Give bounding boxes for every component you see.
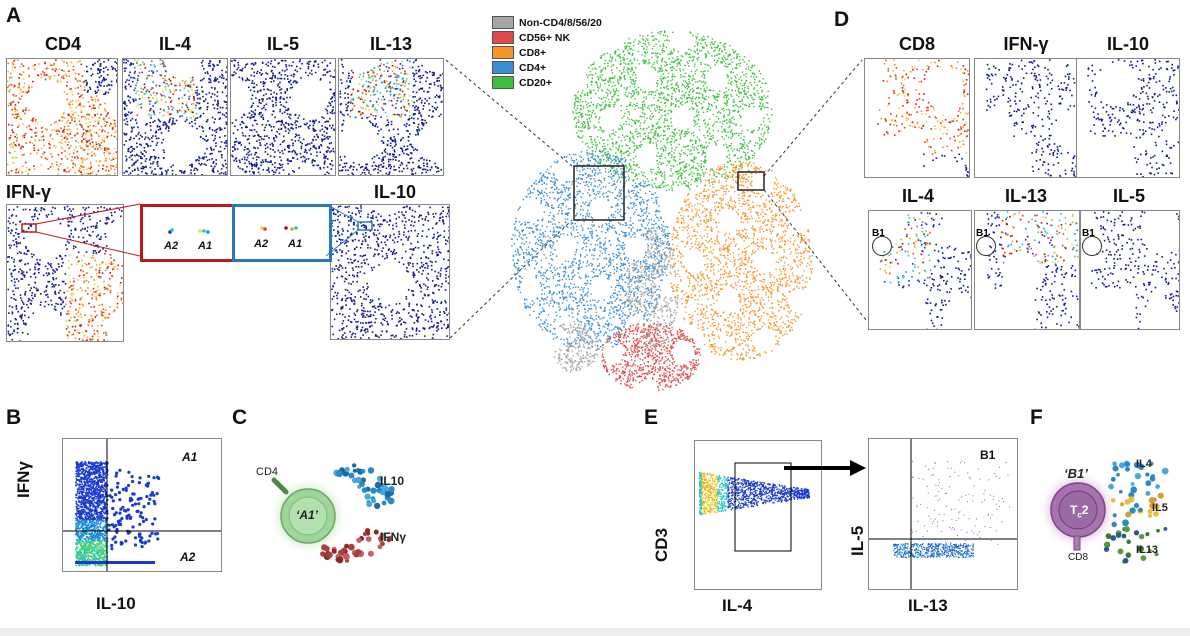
panel-e-right-y-label: IL-5 <box>848 525 867 556</box>
legend-label: Non-CD4/8/56/20 <box>519 16 602 29</box>
gate-b1-label-il4: B1 <box>872 228 885 239</box>
panel-c-cd4-label: CD4 <box>256 466 279 478</box>
panel-e-gate-b1: B1 <box>980 448 996 462</box>
legend-swatch <box>492 76 514 89</box>
legend-swatch <box>492 31 514 44</box>
gate-b1-label-il5: B1 <box>1082 228 1095 239</box>
panel-d-title-il13: IL-13 <box>1004 186 1047 206</box>
tsne-legend: Non-CD4/8/56/20 CD56+ NK CD8+ CD4+ CD20+ <box>492 15 602 90</box>
panel-f-tc2-sub: c <box>1077 510 1082 520</box>
legend-entry: CD20+ <box>492 75 602 90</box>
panel-e-left-plot <box>694 440 822 590</box>
legend-swatch <box>492 16 514 29</box>
panel-a-il5-plot <box>230 58 336 176</box>
panel-a-title-cd4: CD4 <box>44 34 81 54</box>
gate-b1-il5 <box>1082 236 1102 256</box>
panel-a-blue-zoom-box <box>232 204 332 262</box>
zoom-label-a1-red: A1 <box>198 240 213 252</box>
panel-c-cell-diagram <box>268 463 395 564</box>
legend-entry: Non-CD4/8/56/20 <box>492 15 602 30</box>
panel-e-right-plot <box>868 438 1018 590</box>
panel-a-title-il4: IL-4 <box>158 34 191 54</box>
panel-d-ifng-plot <box>974 58 1078 178</box>
footer-bar <box>0 628 1190 636</box>
panel-d-cd8-plot <box>864 58 970 178</box>
panel-d-il4-plot <box>868 210 972 330</box>
panel-b-x-label: IL-10 <box>96 594 136 613</box>
legend-entry: CD56+ NK <box>492 30 602 45</box>
panel-d-title-il5: IL-5 <box>1112 186 1145 206</box>
panel-a-title-il10: IL-10 <box>373 182 416 202</box>
legend-label: CD4+ <box>519 61 547 74</box>
panel-d-title-il10: IL-10 <box>1106 34 1149 54</box>
panel-d-il10-plot <box>1076 58 1180 178</box>
panel-b-quadrant-a2: A2 <box>180 550 196 564</box>
panel-a-cd4-plot <box>6 58 118 176</box>
panel-letter-b: B <box>6 406 22 429</box>
panel-a-title-il5: IL-5 <box>266 34 299 54</box>
panel-b-plot <box>62 438 222 572</box>
panel-letter-f: F <box>1030 406 1043 429</box>
zoom-label-a2-blue: A2 <box>254 238 269 250</box>
panel-e-left-y-label: CD3 <box>652 527 671 562</box>
panel-d-title-ifng: IFN-γ <box>1003 34 1049 54</box>
panel-a-il13-plot <box>338 58 444 176</box>
panel-e-arrow <box>784 460 866 476</box>
panel-f-cd8-label: CD8 <box>1068 552 1089 563</box>
panel-a-ifng-plot <box>6 204 124 342</box>
legend-label: CD56+ NK <box>519 31 571 44</box>
panel-f-il5-label: IL5 <box>1152 502 1168 514</box>
panel-a-il4-plot <box>122 58 228 176</box>
panel-letter-d: D <box>834 8 850 31</box>
legend-swatch <box>492 46 514 59</box>
panel-d-il13-plot <box>974 210 1080 330</box>
panel-b-quadrant-a1: A1 <box>182 450 198 464</box>
panel-e-right-x-label: IL-13 <box>908 596 948 615</box>
panel-f-cell-diagram <box>1038 460 1169 564</box>
gate-b1-label-il13: B1 <box>976 228 989 239</box>
panel-letter-c: C <box>232 406 248 429</box>
panel-f-il13-label: IL13 <box>1136 544 1159 556</box>
panel-f-tc2-end: 2 <box>1081 503 1089 517</box>
zoom-label-a1-blue: A1 <box>288 238 303 250</box>
panel-f-tc2-t: T <box>1070 503 1078 517</box>
panel-letter-a: A <box>6 4 22 27</box>
legend-entry: CD8+ <box>492 45 602 60</box>
panel-f-il4-label: IL4 <box>1136 458 1152 470</box>
panel-d-il5-plot <box>1080 210 1180 330</box>
legend-swatch <box>492 61 514 74</box>
zoom-label-a2-red: A2 <box>164 240 179 252</box>
gate-b1-il4 <box>872 236 892 256</box>
panel-c-il10-label: IL10 <box>380 474 405 488</box>
legend-label: CD20+ <box>519 76 552 89</box>
panel-d-title-il4: IL-4 <box>901 186 934 206</box>
panel-e-left-x-label: IL-4 <box>722 596 753 615</box>
panel-letter-e: E <box>644 406 659 429</box>
panel-f-cell-label: ‘B1’ <box>1064 466 1088 481</box>
panel-d-title-cd8: CD8 <box>898 34 935 54</box>
panel-f-tc2-label: Tc2 <box>1070 503 1088 519</box>
panel-c-cell-label: ‘A1’ <box>296 508 319 522</box>
legend-label: CD8+ <box>519 46 547 59</box>
panel-b-y-label: IFNγ <box>14 461 33 498</box>
panel-c-ifng-label: IFNγ <box>380 530 407 544</box>
panel-a-title-ifng: IFN-γ <box>6 182 51 202</box>
legend-entry: CD4+ <box>492 60 602 75</box>
panel-a-title-il13: IL-13 <box>369 34 412 54</box>
gate-b1-il13 <box>976 236 996 256</box>
